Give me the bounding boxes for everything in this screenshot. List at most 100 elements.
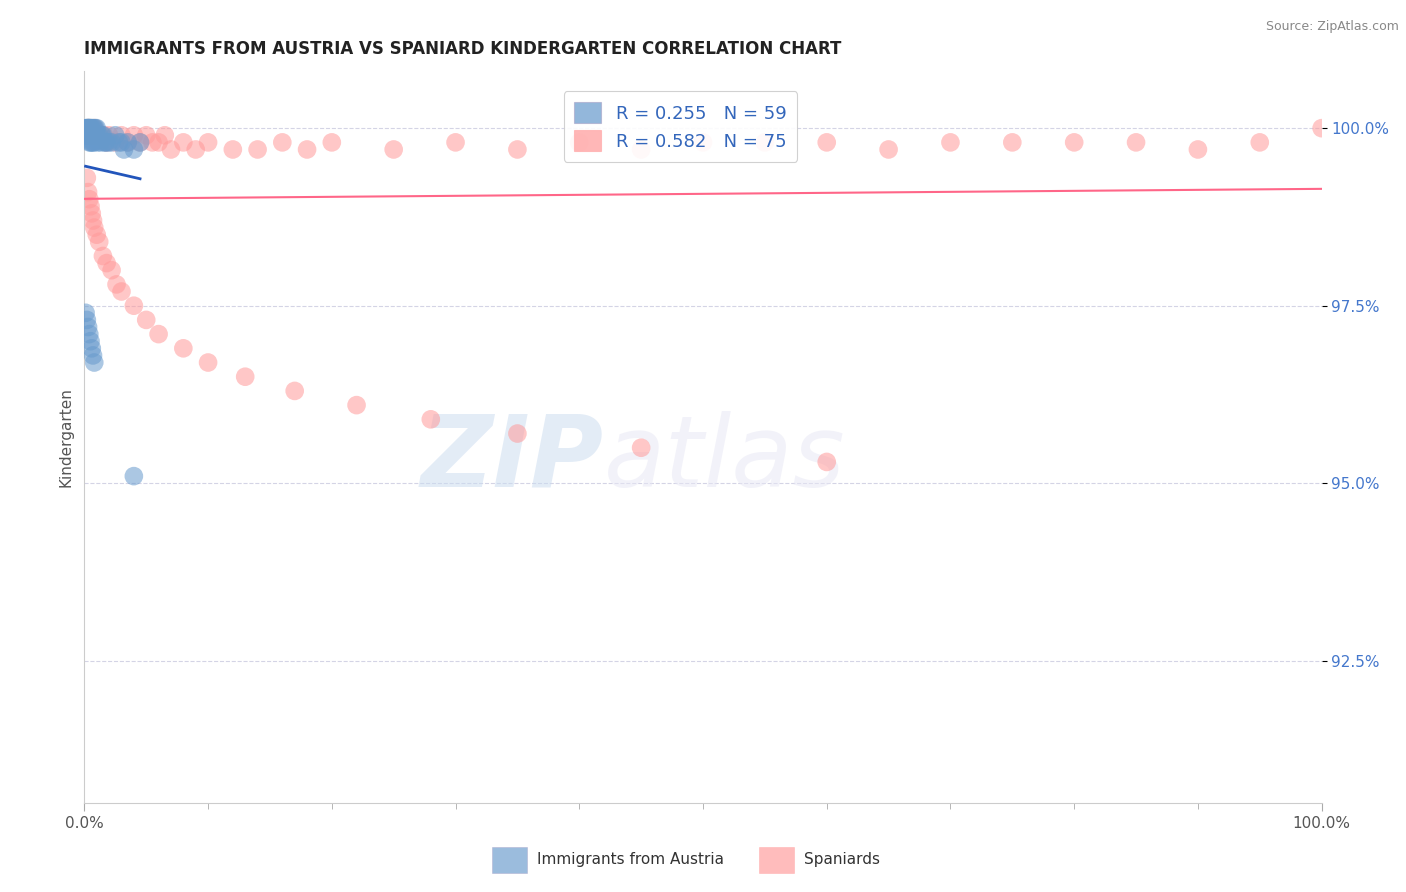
Point bbox=[86, 128, 108, 143]
Point bbox=[117, 136, 139, 150]
Point bbox=[79, 128, 101, 143]
Point bbox=[1187, 143, 1209, 157]
Point bbox=[129, 136, 152, 150]
Point bbox=[815, 455, 838, 469]
Point bbox=[89, 136, 111, 150]
Point bbox=[79, 136, 101, 150]
Point bbox=[815, 136, 838, 150]
Point bbox=[76, 128, 98, 143]
Point bbox=[83, 355, 105, 369]
Point bbox=[90, 128, 112, 143]
Legend: R = 0.255   N = 59, R = 0.582   N = 75: R = 0.255 N = 59, R = 0.582 N = 75 bbox=[564, 91, 797, 162]
Point bbox=[1125, 136, 1147, 150]
Point bbox=[77, 121, 100, 136]
Point bbox=[77, 121, 100, 136]
Point bbox=[172, 341, 194, 355]
Text: Source: ZipAtlas.com: Source: ZipAtlas.com bbox=[1265, 20, 1399, 33]
Point bbox=[184, 143, 207, 157]
Point bbox=[233, 369, 256, 384]
Point bbox=[79, 136, 101, 150]
Point bbox=[84, 128, 107, 143]
Point bbox=[506, 426, 529, 441]
Point bbox=[172, 136, 194, 150]
Point bbox=[94, 136, 117, 150]
Point bbox=[89, 128, 111, 143]
Point bbox=[82, 121, 104, 136]
Text: IMMIGRANTS FROM AUSTRIA VS SPANIARD KINDERGARTEN CORRELATION CHART: IMMIGRANTS FROM AUSTRIA VS SPANIARD KIND… bbox=[84, 40, 842, 58]
Point bbox=[89, 128, 111, 143]
Point bbox=[100, 136, 122, 150]
Point bbox=[75, 121, 97, 136]
Point bbox=[122, 299, 145, 313]
Point bbox=[153, 128, 176, 143]
Point bbox=[79, 121, 101, 136]
Point bbox=[419, 412, 441, 426]
Point bbox=[82, 128, 104, 143]
Point bbox=[104, 128, 127, 143]
Point bbox=[77, 121, 100, 136]
Point bbox=[96, 256, 118, 270]
Point bbox=[79, 199, 101, 213]
Point bbox=[76, 128, 98, 143]
Point bbox=[98, 136, 121, 150]
Point bbox=[82, 213, 104, 227]
Point bbox=[105, 277, 128, 292]
Point bbox=[96, 136, 118, 150]
Point bbox=[630, 441, 652, 455]
Point bbox=[321, 136, 343, 150]
Point bbox=[122, 143, 145, 157]
Point bbox=[271, 136, 294, 150]
Point bbox=[79, 121, 101, 136]
Point bbox=[80, 206, 103, 220]
Point bbox=[91, 249, 114, 263]
Point bbox=[86, 121, 108, 136]
Point bbox=[108, 136, 131, 150]
Point bbox=[197, 136, 219, 150]
Point bbox=[506, 143, 529, 157]
Point bbox=[444, 136, 467, 150]
Point bbox=[197, 355, 219, 369]
Point bbox=[82, 348, 104, 362]
Point bbox=[76, 170, 98, 185]
Point bbox=[295, 143, 318, 157]
Point bbox=[91, 128, 114, 143]
Point bbox=[77, 185, 100, 199]
Point bbox=[135, 128, 157, 143]
Point bbox=[141, 136, 163, 150]
Point bbox=[83, 121, 105, 136]
Point bbox=[93, 128, 115, 143]
Point bbox=[83, 128, 105, 143]
Point bbox=[692, 136, 714, 150]
Point bbox=[86, 227, 108, 242]
Point bbox=[110, 136, 132, 150]
Point bbox=[83, 121, 105, 136]
Point bbox=[79, 327, 101, 342]
Point bbox=[1310, 121, 1333, 136]
Text: ZIP: ZIP bbox=[420, 410, 605, 508]
Point bbox=[100, 263, 122, 277]
Point bbox=[110, 285, 132, 299]
Point bbox=[1249, 136, 1271, 150]
Point bbox=[83, 220, 105, 235]
Point bbox=[110, 128, 132, 143]
Point bbox=[80, 128, 103, 143]
Point bbox=[89, 235, 111, 249]
Point bbox=[84, 121, 107, 136]
Point bbox=[112, 143, 135, 157]
Y-axis label: Kindergarten: Kindergarten bbox=[58, 387, 73, 487]
Point bbox=[79, 128, 101, 143]
Point bbox=[117, 136, 139, 150]
Point bbox=[79, 121, 101, 136]
Point bbox=[98, 128, 121, 143]
Point bbox=[1063, 136, 1085, 150]
Point bbox=[77, 320, 100, 334]
Point bbox=[96, 136, 118, 150]
Point bbox=[129, 136, 152, 150]
Point bbox=[77, 121, 100, 136]
Point bbox=[79, 121, 101, 136]
Point bbox=[104, 136, 127, 150]
Point bbox=[246, 143, 269, 157]
Text: atlas: atlas bbox=[605, 410, 845, 508]
Point bbox=[83, 136, 105, 150]
Point bbox=[82, 136, 104, 150]
